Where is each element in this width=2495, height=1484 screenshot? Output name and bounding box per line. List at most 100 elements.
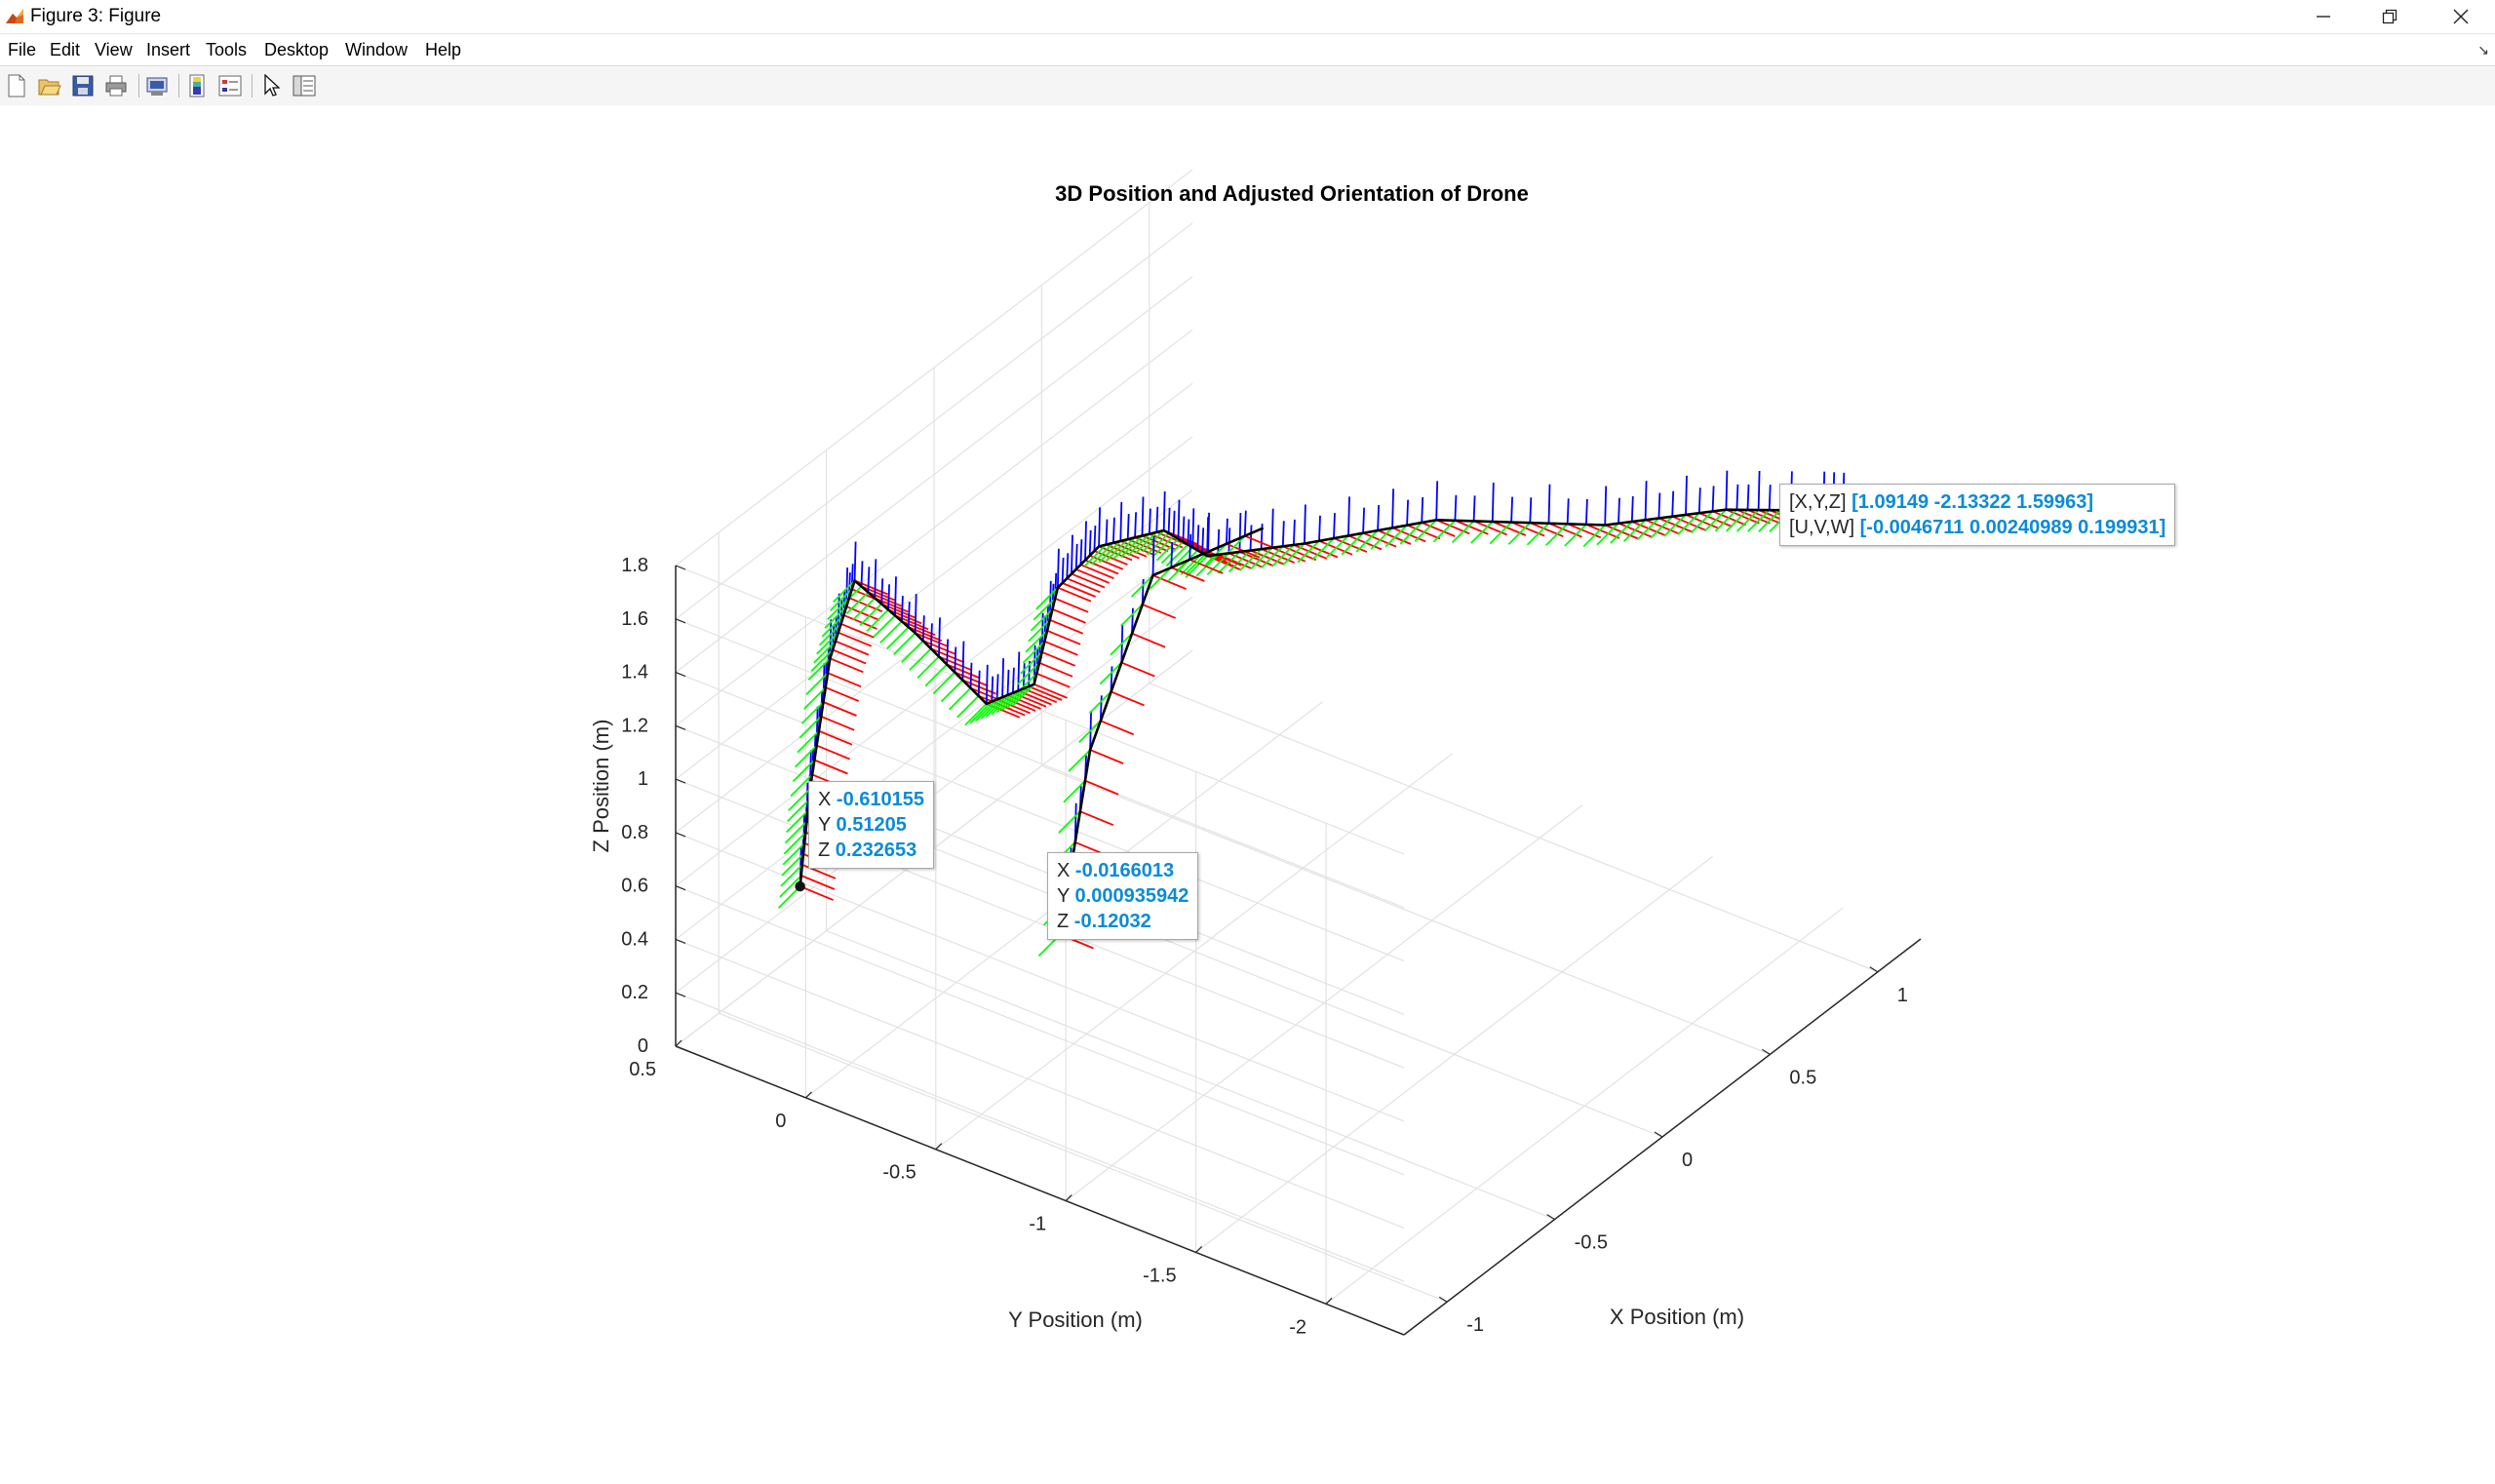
y-axis-arrow: [866, 608, 889, 632]
z-axis-arrow: [977, 670, 981, 696]
y-axis-arrow: [980, 696, 1003, 720]
y-axis-arrow: [799, 716, 822, 739]
x-axis-arrow: [1017, 689, 1052, 706]
y-axis-arrow: [783, 832, 806, 855]
y-axis-arrow: [788, 788, 811, 811]
trajectory-line: [1059, 527, 1265, 935]
z-axis-arrow: [1170, 541, 1174, 568]
z-axis-arrow: [1191, 508, 1195, 548]
y-axis-line: [675, 1045, 1405, 1336]
z-axis-arrow: [1119, 501, 1123, 541]
y-axis-arrow: [985, 694, 1009, 718]
y-axis-arrow: [893, 632, 916, 655]
restore-icon: [2382, 9, 2398, 24]
z-axis-arrow: [894, 576, 897, 616]
menu-view[interactable]: View: [95, 40, 133, 59]
z-tick-label: 1.2: [621, 715, 648, 736]
window-title: Figure 3: Figure: [30, 6, 162, 26]
print-preview-button[interactable]: [143, 72, 171, 99]
z-axis-arrow: [1141, 496, 1145, 536]
3d-axes[interactable]: 00.20.40.60.811.21.41.61.80.50-0.5-1-1.5…: [0, 105, 2495, 1484]
x-axis-arrow: [1142, 604, 1177, 619]
open-file-button[interactable]: [36, 72, 63, 99]
y-axis-arrow: [1088, 690, 1112, 715]
y-axis-arrow: [1399, 522, 1423, 545]
y-axis-arrow: [916, 655, 940, 680]
z-axis-arrow: [1566, 498, 1570, 525]
x-axis-arrow: [1127, 538, 1162, 554]
datatip-label: [U,V,W]: [1789, 517, 1855, 538]
z-axis-arrow: [880, 578, 884, 605]
y-axis-arrow: [1146, 532, 1170, 556]
z-axis-arrow: [946, 639, 950, 665]
z-axis-arrow: [901, 596, 904, 622]
figure-canvas[interactable]: 0 0.2 0.4 0.6 0.8 1 1.2 1.4 1.6 1.8 0.5 0 -0.5 -1 -1.5…: [0, 105, 2495, 1484]
menu-edit[interactable]: Edit: [50, 40, 81, 59]
colorbar-button[interactable]: [183, 72, 211, 99]
z-axis-arrow: [867, 566, 871, 593]
y-tick-mark: [804, 1091, 812, 1099]
y-axis-arrow: [1165, 543, 1189, 567]
y-axis-arrow: [1735, 509, 1760, 532]
x-axis-arrow: [1046, 629, 1081, 645]
z-axis-arrow: [1172, 510, 1176, 536]
z-axis-arrow: [1217, 528, 1221, 555]
new-figure-button[interactable]: [3, 72, 30, 99]
y-axis-arrow: [1703, 509, 1728, 532]
x-axis-arrow: [1089, 554, 1124, 570]
menu-file[interactable]: File: [8, 40, 37, 59]
datatip-marker: [795, 880, 805, 892]
x-axis-arrow: [1282, 545, 1317, 562]
y-tick-label: -0.5: [882, 1162, 916, 1184]
z-tick-label: 0.2: [621, 982, 648, 1003]
datatip-start[interactable]: X -0.610155 Y 0.51205 Z 0.232653: [808, 781, 934, 869]
z-axis-arrow: [1391, 488, 1394, 528]
datatip-end[interactable]: [X,Y,Z] [1.09149 -2.13322 1.59963] [U,V,…: [1779, 484, 2176, 546]
y-axis-arrow: [1167, 559, 1190, 582]
z-axis-arrow: [921, 615, 925, 642]
y-axis-arrow: [1663, 514, 1687, 537]
z-axis-arrow: [1685, 475, 1688, 515]
datatip-origin[interactable]: X -0.0166013 Y 0.000935942 Z -0.12032: [1047, 852, 1199, 940]
menu-window[interactable]: Window: [345, 40, 409, 59]
z-axis-arrow: [1074, 543, 1078, 569]
y-axis-arrow: [1341, 532, 1364, 556]
x-axis-arrow: [1134, 536, 1169, 553]
x-tick-mark: [1438, 1296, 1448, 1303]
menu-desktop[interactable]: Desktop: [264, 40, 330, 59]
y-axis-arrow: [886, 626, 910, 649]
y-axis-arrow: [1545, 523, 1569, 546]
y-axis-arrow: [1011, 683, 1035, 707]
property-inspector-button[interactable]: [291, 72, 318, 99]
z-axis-arrow: [991, 676, 994, 702]
y-axis-arrow: [1526, 523, 1550, 546]
legend-button[interactable]: [216, 72, 244, 99]
datatip-value: -0.12032: [1073, 911, 1151, 932]
z-axis-arrow: [1304, 504, 1306, 544]
z-axis-arrow: [1057, 548, 1060, 588]
z-tick-label: 0.8: [621, 822, 648, 843]
dock-arrow-icon[interactable]: ↘: [2477, 42, 2489, 58]
restore-button[interactable]: [2357, 0, 2423, 33]
minimize-button[interactable]: [2290, 0, 2357, 33]
z-axis-arrow: [1079, 539, 1083, 566]
x-axis-arrow: [1152, 574, 1187, 590]
trajectory-line: [799, 508, 1853, 887]
x-axis-arrow: [1028, 685, 1063, 701]
edit-plot-button[interactable]: [257, 72, 285, 99]
y-axis-arrow: [932, 671, 955, 695]
print-button[interactable]: [102, 72, 130, 99]
open-file-icon: [38, 79, 61, 96]
close-button[interactable]: [2428, 0, 2494, 33]
y-axis-arrow: [1326, 534, 1349, 559]
grid-line: [675, 649, 1193, 1047]
menu-insert[interactable]: Insert: [146, 40, 191, 59]
y-axis-arrow: [1098, 540, 1121, 564]
save-button[interactable]: [69, 72, 97, 99]
y-axis-arrow: [1127, 532, 1150, 557]
z-tick-label: 0.4: [621, 928, 648, 950]
z-axis-arrow: [1112, 517, 1115, 543]
colorbar-icon: [189, 74, 205, 98]
menu-help[interactable]: Help: [425, 40, 462, 59]
menu-tools[interactable]: Tools: [206, 40, 248, 59]
